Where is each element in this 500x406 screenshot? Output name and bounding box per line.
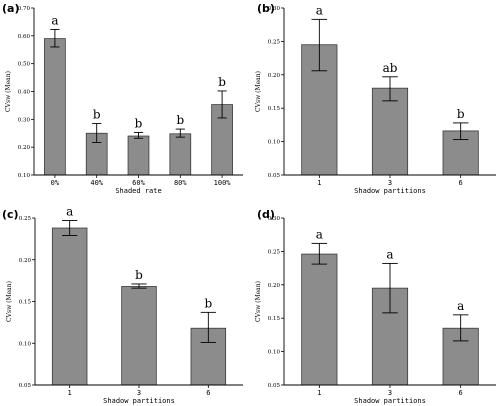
- y-tick-label: 0.20: [268, 283, 281, 289]
- chart-panel-1: (a) 0.10 0.20 0.30 0.40 0.50 0.60 0.70 CVsw (Mea…: [2, 2, 243, 195]
- x-tick-label: 1: [317, 389, 321, 397]
- x-tick-label: 0%: [51, 179, 60, 187]
- y-tick-label: 0.20: [19, 258, 32, 264]
- x-tick-label: 3: [388, 179, 392, 187]
- y-tick-label: 0.30: [268, 216, 281, 222]
- y-axis-title: CVsw (Mean): [6, 281, 13, 322]
- x-tick-label: 3: [137, 389, 141, 397]
- bar: [44, 38, 66, 176]
- bar: [127, 135, 150, 176]
- significance-label: a: [457, 299, 464, 313]
- significance-label: a: [316, 227, 323, 241]
- y-axis-title: CVsw (Mean): [255, 281, 262, 322]
- panel-label: (d): [257, 208, 275, 221]
- significance-label: b: [204, 296, 212, 310]
- y-tick-label: 0.50: [18, 62, 31, 68]
- y-tick-label: 0.25: [268, 39, 281, 45]
- bar: [51, 227, 88, 386]
- x-axis-title: Shadow partitions: [103, 397, 175, 405]
- x-tick-label: 40%: [90, 179, 103, 187]
- chart-panel-2: (b) 0.05 0.10 0.15 0.20 0.25 0.30 CVsw (Mean) a 1…: [255, 2, 496, 195]
- y-tick-label: 0.30: [18, 117, 31, 123]
- significance-label: b: [135, 116, 143, 130]
- bar: [169, 133, 192, 176]
- y-tick-label: 0.10: [18, 173, 31, 179]
- y-tick-label: 0.10: [19, 341, 32, 347]
- significance-label: a: [66, 205, 73, 219]
- significance-label: b: [218, 75, 226, 89]
- y-tick-label: 0.70: [18, 6, 31, 12]
- significance-label: b: [457, 107, 465, 121]
- significance-label: b: [176, 113, 184, 127]
- y-tick-label: 0.15: [19, 300, 32, 306]
- y-tick-label: 0.40: [18, 90, 31, 96]
- bar: [371, 87, 409, 176]
- y-tick-label: 0.15: [268, 316, 281, 322]
- panel-label: (b): [257, 2, 275, 15]
- x-axis-title: Shadow partitions: [354, 187, 426, 195]
- panel-label: (c): [2, 208, 19, 221]
- significance-label: b: [93, 108, 101, 122]
- x-axis-title: Shaded rate: [115, 187, 161, 195]
- significance-label: b: [135, 268, 143, 282]
- y-tick-label: 0.25: [268, 249, 281, 255]
- chart-panel-4: (d) 0.05 0.10 0.15 0.20 0.25 0.30 CVsw (Mean) a 1…: [255, 208, 496, 405]
- y-tick-label: 0.15: [268, 106, 281, 112]
- bar: [190, 327, 227, 386]
- x-tick-label: 6: [459, 389, 463, 397]
- x-tick-label: 1: [317, 179, 321, 187]
- y-tick-label: 0.20: [18, 145, 31, 151]
- x-tick-label: 6: [459, 179, 463, 187]
- y-tick-label: 0.05: [268, 383, 281, 389]
- significance-label: a: [386, 247, 393, 261]
- x-tick-label: 1: [68, 389, 72, 397]
- y-axis-title: CVsw (Mean): [255, 71, 262, 112]
- y-tick-label: 0.20: [268, 73, 281, 79]
- significance-label: ab: [383, 61, 398, 75]
- x-tick-label: 60%: [132, 179, 145, 187]
- significance-label: a: [51, 13, 58, 27]
- y-tick-label: 0.10: [268, 350, 281, 356]
- y-tick-label: 0.25: [19, 216, 32, 222]
- bar: [121, 286, 157, 386]
- y-tick-label: 0.30: [268, 6, 281, 12]
- significance-label: a: [316, 3, 323, 17]
- y-tick-label: 0.60: [18, 34, 31, 40]
- chart-panel-3: (c) 0.05 0.10 0.15 0.20 0.25 CVsw (Mean) a 1 b 3 b 6…: [2, 205, 243, 405]
- x-tick-label: 100%: [214, 179, 232, 187]
- x-axis-title: Shadow partitions: [354, 397, 426, 405]
- panel-label: (a): [2, 2, 19, 15]
- y-tick-label: 0.05: [19, 383, 32, 389]
- x-tick-label: 3: [388, 389, 392, 397]
- y-tick-label: 0.05: [268, 173, 281, 179]
- y-axis-title: CVsw (Mean): [5, 71, 12, 112]
- y-tick-label: 0.10: [268, 140, 281, 146]
- bar: [301, 253, 338, 386]
- x-tick-label: 80%: [174, 179, 187, 187]
- x-tick-label: 6: [206, 389, 210, 397]
